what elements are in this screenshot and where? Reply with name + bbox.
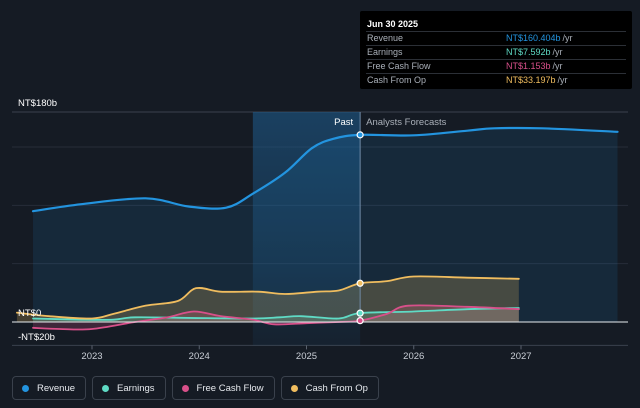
- tooltip-unit: /yr: [552, 47, 563, 57]
- analysts-forecasts-label: Analysts Forecasts: [366, 117, 446, 128]
- legend-label: Free Cash Flow: [196, 382, 264, 394]
- legend: Revenue Earnings Free Cash Flow Cash Fro…: [12, 376, 379, 400]
- tooltip-label: Cash From Op: [367, 75, 427, 85]
- legend-label: Revenue: [37, 382, 76, 394]
- x-axis-ticks: 2023 2024 2025 2026 2027: [81, 345, 532, 360]
- tooltip-row-earnings: Earnings NT$7.592b /yr: [366, 45, 626, 59]
- legend-dot-icon: [22, 384, 29, 392]
- tooltip-row-cash-from-op: Cash From Op NT$33.197b /yr: [366, 73, 626, 87]
- tooltip-label: Earnings: [367, 47, 403, 57]
- legend-item-free-cash-flow[interactable]: Free Cash Flow: [171, 376, 275, 400]
- y-axis-zero-label: NT$0: [18, 308, 41, 319]
- legend-dot-icon: [102, 384, 110, 392]
- x-tick-label: 2026: [403, 351, 424, 360]
- legend-dot-icon: [181, 384, 189, 392]
- tooltip: Jun 30 2025 Revenue NT$160.404b /yr Earn…: [360, 11, 632, 89]
- tooltip-value: NT$160.404b: [506, 33, 561, 43]
- x-tick-label: 2027: [510, 351, 531, 360]
- legend-label: Earnings: [117, 382, 155, 394]
- tooltip-markers: [356, 131, 364, 325]
- legend-dot-icon: [290, 384, 298, 392]
- free-cash-flow-point: [356, 317, 364, 325]
- revenue-area: [33, 127, 618, 322]
- revenue-line: [31, 126, 619, 213]
- tooltip-label: Revenue: [367, 33, 404, 43]
- legend-item-earnings[interactable]: Earnings: [92, 376, 166, 400]
- x-tick-label: 2025: [296, 351, 317, 360]
- earnings-line: [32, 307, 520, 321]
- tooltip-value: NT$33.197b: [506, 75, 556, 85]
- tooltip-unit: /yr: [552, 61, 563, 71]
- tooltip-label: Free Cash Flow: [367, 61, 431, 71]
- financials-chart: NT$180b NT$0 -NT$20b Past Analysts Forec…: [12, 98, 628, 360]
- tooltip-date: Jun 30 2025: [367, 19, 419, 29]
- earnings-point: [356, 309, 364, 317]
- y-axis-max-label: NT$180b: [18, 98, 57, 109]
- series-lines: [16, 126, 619, 331]
- series-areas: [16, 127, 618, 330]
- tooltip-value: NT$1.153b: [506, 61, 551, 71]
- tooltip-row-free-cash-flow: Free Cash Flow NT$1.153b /yr: [366, 59, 626, 73]
- legend-item-cash-from-op[interactable]: Cash From Op: [280, 376, 379, 400]
- past-label: Past: [334, 117, 353, 128]
- cash-from-op-line: [16, 275, 520, 320]
- revenue-point: [356, 131, 364, 139]
- y-axis-min-label: -NT$20b: [18, 332, 55, 343]
- tooltip-row-revenue: Revenue NT$160.404b /yr: [366, 31, 626, 45]
- tooltip-unit: /yr: [562, 33, 573, 43]
- tooltip-unit: /yr: [557, 75, 568, 85]
- cash-from-op-point: [356, 279, 364, 287]
- x-tick-label: 2024: [189, 351, 210, 360]
- tooltip-value: NT$7.592b: [506, 47, 551, 57]
- past-region-shading: [252, 112, 361, 346]
- x-tick-label: 2023: [81, 351, 102, 360]
- legend-item-revenue[interactable]: Revenue: [12, 376, 87, 400]
- legend-label: Cash From Op: [305, 382, 368, 394]
